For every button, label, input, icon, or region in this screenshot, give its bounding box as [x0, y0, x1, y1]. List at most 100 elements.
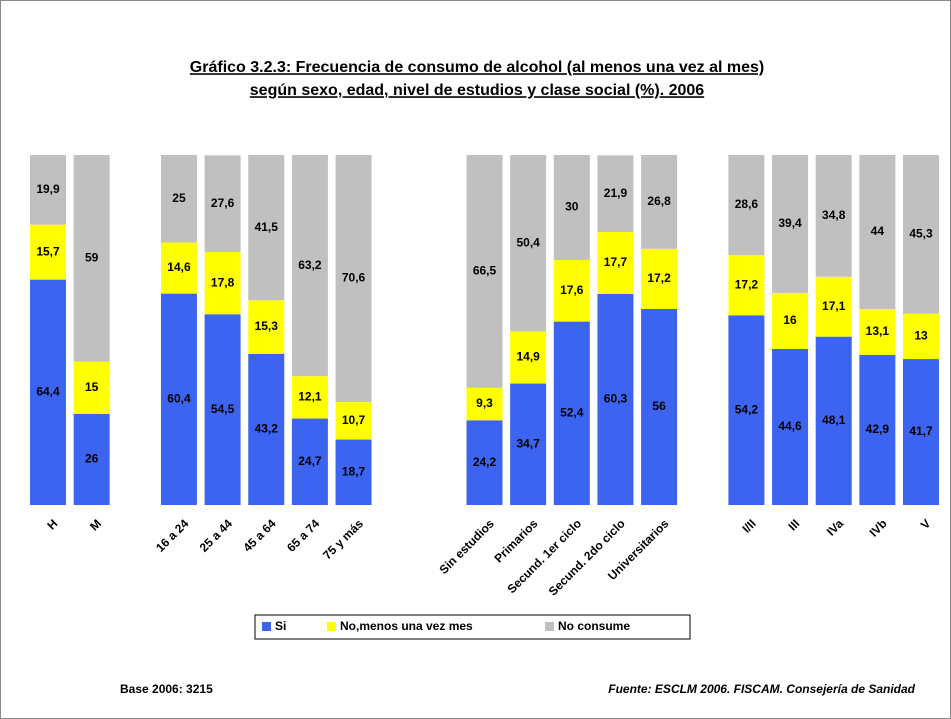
data-label: 24,2 [473, 455, 497, 469]
data-label: 34,8 [822, 208, 846, 222]
data-label: 63,2 [298, 258, 322, 272]
bar-segment [728, 255, 765, 316]
legend-swatch [545, 622, 554, 631]
bar-segment [859, 309, 896, 355]
data-label: 59 [85, 250, 99, 264]
bar-segment [641, 248, 678, 309]
data-label: 48,1 [822, 413, 846, 427]
data-label: 14,6 [167, 260, 191, 274]
data-label: 24,7 [298, 454, 322, 468]
data-label: 12,1 [298, 390, 322, 404]
data-label: 26,8 [647, 194, 671, 208]
bar-segment [903, 155, 939, 314]
data-label: 70,6 [342, 271, 366, 285]
bar-segment [641, 309, 678, 505]
bar-segment [248, 300, 285, 354]
bar-segment [772, 292, 809, 349]
data-label: 15,7 [36, 244, 60, 258]
data-label: 17,1 [822, 299, 846, 313]
data-label: 54,5 [211, 402, 235, 416]
bar-segment [641, 155, 678, 249]
legend-label: Si [275, 619, 286, 633]
bar-segment [510, 383, 547, 505]
data-label: 50,4 [516, 235, 540, 249]
bar-segment [248, 155, 285, 301]
note-base: Base 2006: 3215 [120, 682, 213, 696]
data-label: 39,4 [778, 216, 802, 230]
bar-segment [73, 414, 110, 505]
data-label: 25 [172, 191, 186, 205]
bar-segment [335, 155, 372, 403]
bar-segment [815, 155, 852, 277]
data-label: 17,7 [604, 255, 628, 269]
bar-segment [466, 155, 503, 388]
data-label: 45,3 [909, 226, 933, 240]
data-label: 17,2 [647, 271, 671, 285]
data-label: 56 [652, 399, 666, 413]
bar-segment [466, 420, 503, 505]
data-label: 16 [783, 313, 797, 327]
bar-segment [553, 260, 590, 322]
data-label: 19,9 [36, 182, 60, 196]
bar-segment [597, 293, 634, 505]
bar-segment [728, 155, 765, 256]
data-label: 17,2 [735, 277, 759, 291]
bar-segment [160, 293, 197, 505]
data-label: 64,4 [36, 384, 60, 398]
data-label: 60,4 [167, 391, 191, 405]
bar-segment [597, 232, 634, 294]
data-label: 28,6 [735, 197, 759, 211]
bar-segment [772, 155, 809, 293]
data-label: 10,7 [342, 413, 366, 427]
bar-segment [466, 387, 503, 421]
data-label: 44 [871, 224, 885, 238]
bar-segment [597, 155, 634, 232]
data-label: 30 [565, 200, 579, 214]
data-label: 42,9 [866, 422, 890, 436]
data-label: 54,2 [735, 402, 759, 416]
data-label: 14,9 [516, 350, 540, 364]
data-label: 18,7 [342, 464, 366, 478]
bar-segment [248, 353, 285, 505]
bar-segment [903, 313, 939, 360]
bar-segment [859, 155, 896, 309]
bar-segment [553, 155, 590, 260]
bar-segment [73, 155, 110, 362]
data-label: 60,3 [604, 392, 628, 406]
data-label: 41,7 [909, 424, 933, 438]
data-label: 13,1 [866, 324, 890, 338]
chart-subtitle: según sexo, edad, nivel de estudios y cl… [250, 82, 705, 99]
bar-segment [728, 315, 765, 505]
bar-segment [335, 402, 372, 440]
legend-swatch [262, 622, 271, 631]
bar-segment [204, 251, 241, 315]
legend-label: No consume [558, 619, 630, 633]
bar-segment [30, 279, 66, 505]
data-label: 41,5 [255, 220, 279, 234]
bar-segment [903, 359, 939, 505]
data-label: 21,9 [604, 186, 628, 200]
data-label: 34,7 [516, 436, 540, 450]
data-label: 17,6 [560, 283, 584, 297]
bar-segment [291, 376, 328, 419]
bar-segment [859, 354, 896, 505]
bar-segment [510, 331, 547, 384]
bar-segment [160, 242, 197, 294]
bar-segment [553, 321, 590, 505]
bar-segment [73, 361, 110, 414]
data-label: 15 [85, 380, 99, 394]
bar-segment [291, 418, 328, 505]
data-label: 15,3 [255, 319, 279, 333]
bar-segment [335, 439, 372, 505]
bar-segment [204, 314, 241, 505]
bar-segment [772, 348, 809, 505]
data-label: 13 [914, 328, 928, 342]
bar-segment [30, 224, 66, 280]
data-label: 44,6 [778, 419, 802, 433]
data-label: 43,2 [255, 422, 279, 436]
legend-label: No,menos una vez mes [340, 619, 473, 633]
data-label: 17,8 [211, 275, 235, 289]
bar-segment [160, 155, 197, 243]
data-label: 52,4 [560, 405, 584, 419]
